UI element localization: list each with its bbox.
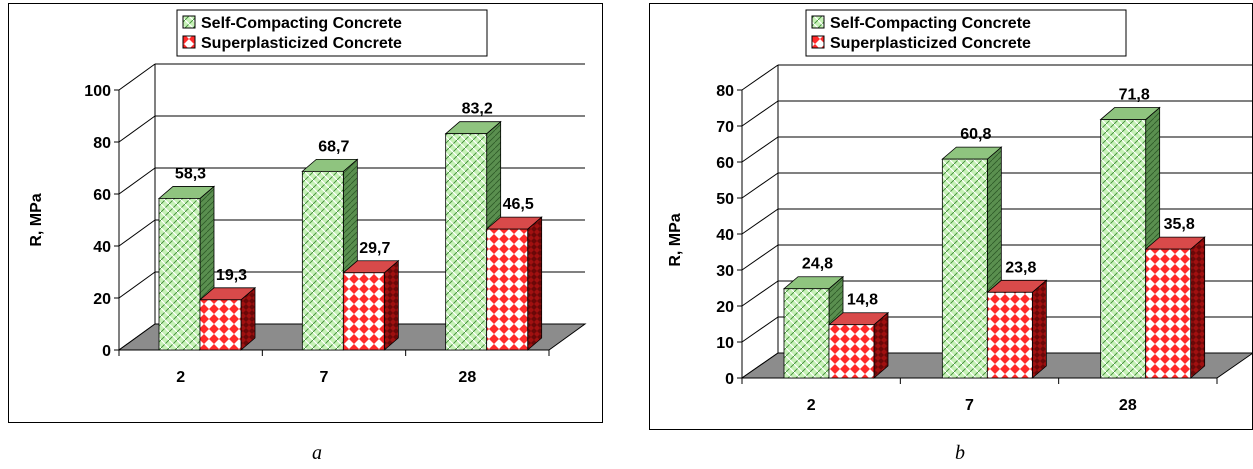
bar-sp-28: [485, 216, 543, 351]
legend-label: Superplasticized Concrete: [201, 35, 402, 52]
gridline-side: [741, 64, 779, 91]
gridline-side: [118, 115, 156, 143]
y-tick-label: 80: [93, 135, 111, 152]
bar-front: [342, 272, 385, 351]
y-tick-label: 80: [716, 83, 734, 100]
bar-sp-28: [1144, 236, 1206, 379]
bar-side: [527, 216, 543, 351]
chart-b-svg: 0 10 20 30 40 50 60 70 80 2 7 28 24,8 14,8 60,8 23,8 71,…: [667, 9, 1252, 414]
y-tick-label: 70: [716, 119, 734, 136]
legend-swatch: [182, 35, 196, 49]
legend-label: Superplasticized Concrete: [830, 35, 1031, 52]
gridline-side: [741, 136, 779, 163]
x-tick-label: 2: [176, 369, 185, 386]
data-label: 29,7: [359, 240, 390, 257]
legend-swatch: [182, 15, 196, 29]
bar-front: [1145, 248, 1192, 379]
y-tick-label: 50: [716, 191, 734, 208]
bar-front: [486, 228, 529, 351]
x-tick-label: 7: [965, 397, 974, 414]
gridline-side: [741, 172, 779, 199]
data-label: 35,8: [1164, 216, 1195, 233]
y-tick-label: 30: [716, 263, 734, 280]
legend-swatch: [811, 15, 825, 29]
y-tick-label: 10: [716, 335, 734, 352]
x-tick-label: 2: [807, 397, 816, 414]
y-tick-label: 60: [716, 155, 734, 172]
chart-panel-a: 0 20 40 60 80 100 2 7 28 58,3 19,3 68,7 29,7 83,2 46,5…: [8, 3, 603, 423]
y-tick-label: 60: [93, 187, 111, 204]
bar-front: [301, 170, 344, 351]
y-tick-label: 40: [716, 227, 734, 244]
bar-scc-28: [444, 120, 502, 351]
bar-sp-2: [827, 311, 890, 379]
y-tick-label: 0: [102, 343, 111, 360]
bar-sp-7: [986, 279, 1048, 379]
bar-sp-2: [198, 286, 257, 351]
x-tick-label: 7: [320, 369, 329, 386]
data-label: 24,8: [802, 256, 833, 273]
gridline-side: [118, 271, 156, 299]
bar-front: [941, 158, 988, 379]
y-tick-label: 20: [93, 291, 111, 308]
chart-a-svg: 0 20 40 60 80 100 2 7 28 58,3 19,3 68,7 29,7 83,2 46,5…: [28, 9, 587, 386]
gridline-side: [741, 316, 779, 343]
data-label: 23,8: [1005, 259, 1036, 276]
bar-front: [986, 291, 1033, 379]
bar-scc-7: [941, 146, 1003, 379]
data-label: 83,2: [462, 101, 493, 118]
gridline-side: [741, 280, 779, 307]
bar-front: [445, 133, 488, 351]
legend-box: [805, 9, 1127, 57]
bar-sp-7: [342, 259, 400, 351]
data-label: 14,8: [847, 292, 878, 309]
data-label: 19,3: [216, 267, 247, 284]
y-tick-label: 0: [725, 371, 734, 388]
bar-side: [1190, 236, 1206, 379]
gridline-side: [741, 100, 779, 127]
data-label: 71,8: [1119, 87, 1150, 104]
gridline-side: [741, 244, 779, 271]
gridline-side: [118, 63, 156, 91]
bar-front: [199, 299, 242, 351]
bar-front: [1100, 119, 1147, 379]
x-tick-label: 28: [1119, 397, 1137, 414]
legend-box: [176, 9, 488, 57]
bar-front: [158, 198, 201, 351]
gridline-side: [741, 208, 779, 235]
legend-label: Self-Compacting Concrete: [830, 15, 1031, 32]
legend: Self-Compacting Concrete Superplasticized…: [176, 9, 488, 57]
gridline-side: [118, 219, 156, 247]
y-tick-label: 40: [93, 239, 111, 256]
caption-b: b: [955, 442, 965, 464]
y-tick-label: 20: [716, 299, 734, 316]
data-label: 58,3: [175, 165, 206, 182]
legend-label: Self-Compacting Concrete: [201, 15, 402, 32]
gridline-side: [118, 167, 156, 195]
bar-side: [383, 259, 399, 351]
x-tick-label: 28: [458, 369, 476, 386]
y-axis-title: R, MPa: [28, 193, 45, 246]
bar-front: [828, 324, 875, 379]
data-label: 68,7: [318, 138, 349, 155]
chart-panel-b: 0 10 20 30 40 50 60 70 80 2 7 28 24,8 14,8 60,8 23,8 71,…: [649, 3, 1253, 430]
legend: Self-Compacting Concrete Superplasticized…: [805, 9, 1127, 57]
bar-side: [1031, 279, 1047, 379]
data-label: 46,5: [503, 196, 534, 213]
y-tick-label: 100: [84, 83, 111, 100]
data-label: 60,8: [960, 126, 991, 143]
caption-a: a: [312, 442, 322, 464]
y-axis-title: R, MPa: [667, 213, 684, 266]
legend-swatch: [811, 35, 825, 49]
bar-front: [783, 288, 830, 379]
